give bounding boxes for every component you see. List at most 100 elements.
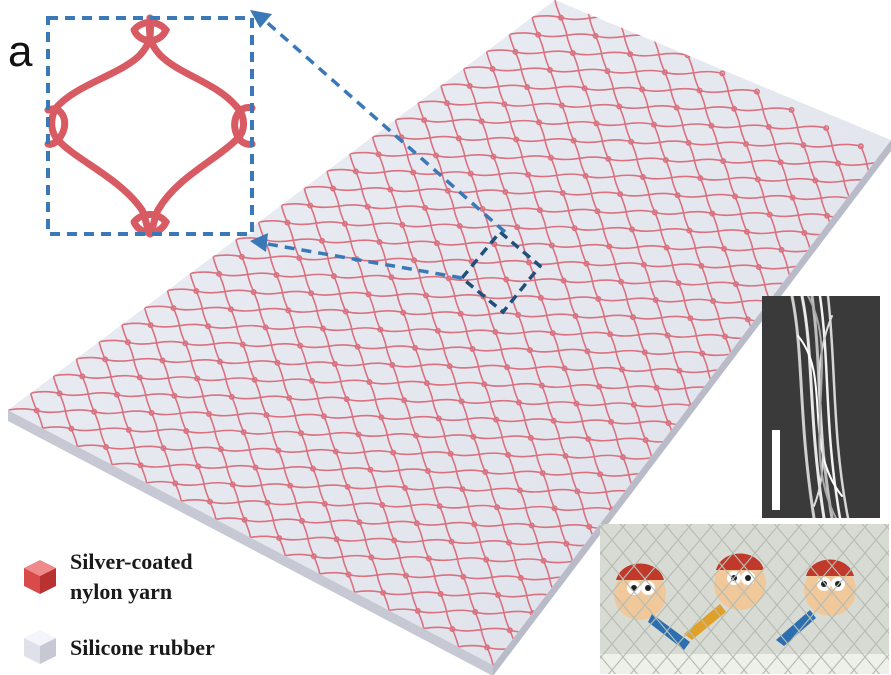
photo-knit-overlay bbox=[600, 524, 889, 674]
knit-loop bbox=[226, 464, 263, 488]
knit-interlock bbox=[711, 473, 718, 480]
legend-yarn-line2: nylon yarn bbox=[70, 579, 173, 604]
knit-loop bbox=[375, 485, 412, 508]
knit-interlock bbox=[790, 282, 797, 289]
white-cube-icon bbox=[24, 630, 56, 664]
knit-interlock bbox=[575, 576, 582, 583]
knit-loop bbox=[739, 124, 776, 147]
knit-interlock bbox=[835, 248, 842, 255]
knit-loop bbox=[627, 385, 664, 408]
knit-loop bbox=[468, 592, 505, 615]
knit-loop bbox=[463, 66, 500, 89]
knit-loop bbox=[556, 173, 593, 196]
knit-loop bbox=[670, 175, 708, 198]
knit-loop bbox=[855, 214, 891, 237]
knit-loop bbox=[487, 224, 525, 247]
knit-interlock bbox=[883, 389, 890, 396]
slab-front-edge bbox=[8, 410, 493, 675]
zoom-arrows bbox=[260, 16, 507, 280]
knit-loop bbox=[384, 257, 421, 280]
knit-loop bbox=[133, 357, 170, 381]
knit-loop bbox=[338, 204, 375, 227]
knit-loop bbox=[877, 197, 891, 220]
knit-loop bbox=[593, 454, 630, 477]
knit-loop bbox=[490, 487, 527, 510]
knit-loop bbox=[708, 456, 745, 480]
knit-loop bbox=[294, 413, 331, 436]
knit-loop bbox=[214, 429, 251, 452]
knit-loop bbox=[362, 362, 400, 385]
sem-fiber-bundle bbox=[762, 296, 880, 518]
cartoon-figure bbox=[614, 563, 690, 650]
knit-loop bbox=[560, 611, 597, 634]
knit-loop bbox=[692, 70, 730, 94]
knit-loop bbox=[832, 231, 869, 254]
knit-interlock bbox=[666, 507, 673, 514]
knit-loop bbox=[879, 372, 891, 395]
knit-loop bbox=[558, 436, 596, 459]
knit-interlock bbox=[823, 125, 830, 132]
knit-loop bbox=[602, 226, 639, 250]
knit-interlock bbox=[684, 52, 691, 59]
knit-interlock bbox=[541, 645, 548, 652]
scale-bar bbox=[772, 430, 780, 510]
knit-loop bbox=[456, 557, 494, 580]
knit-loop bbox=[717, 229, 754, 252]
knit-interlock bbox=[788, 106, 795, 113]
knit-loop bbox=[730, 352, 767, 375]
knit-loop bbox=[577, 68, 615, 91]
arrowhead-lower-icon bbox=[250, 233, 268, 252]
knit-loop bbox=[329, 431, 366, 455]
knit-loop bbox=[201, 306, 238, 329]
knit-interlock bbox=[847, 283, 854, 290]
legend-item-rubber: Silicone rubber bbox=[22, 626, 282, 668]
knit-loop bbox=[567, 208, 605, 231]
inset-yarn-loop bbox=[44, 14, 256, 238]
sem-micrograph bbox=[762, 296, 880, 518]
knit-loop bbox=[179, 411, 216, 434]
knit-loop bbox=[515, 645, 552, 665]
knit-loop bbox=[260, 483, 298, 506]
knit-interlock bbox=[734, 456, 741, 463]
knit-loop bbox=[785, 177, 823, 201]
knit-loop bbox=[269, 255, 307, 278]
knit-interlock bbox=[870, 266, 877, 273]
knit-loop bbox=[431, 311, 468, 334]
knit-interlock bbox=[733, 368, 740, 375]
knit-interlock bbox=[881, 213, 888, 220]
knit-interlock bbox=[615, 15, 622, 22]
knit-loop bbox=[673, 438, 710, 461]
knit-interlock bbox=[654, 472, 661, 479]
knit-loop bbox=[720, 492, 757, 515]
knit-loop bbox=[543, 50, 580, 73]
red-cube-icon bbox=[24, 560, 56, 594]
knit-loop bbox=[624, 122, 661, 145]
legend-item-yarn: Silver-coated nylon yarn bbox=[22, 548, 282, 618]
zoom-inset bbox=[44, 14, 256, 238]
slab-right-edge bbox=[493, 140, 891, 675]
knit-interlock bbox=[722, 421, 729, 428]
knit-interlock bbox=[587, 611, 594, 618]
knit-loop bbox=[537, 628, 575, 652]
zoom-arrow-upper bbox=[260, 16, 507, 234]
knit-loop bbox=[649, 280, 686, 303]
knit-interlock bbox=[719, 70, 726, 77]
knit-loop bbox=[443, 434, 481, 457]
knit-loop bbox=[474, 101, 512, 124]
knit-interlock bbox=[858, 230, 865, 237]
knit-interlock bbox=[745, 404, 752, 411]
knit-loop bbox=[589, 103, 627, 127]
knit-interlock bbox=[753, 88, 760, 95]
knit-loop bbox=[809, 248, 846, 271]
knit-loop bbox=[534, 278, 571, 301]
knit-loop bbox=[512, 382, 549, 406]
knit-interlock bbox=[700, 438, 707, 445]
knit-loop bbox=[636, 157, 673, 180]
knit-loop bbox=[316, 308, 353, 332]
knit-loop bbox=[247, 360, 285, 383]
knit-loop bbox=[422, 538, 459, 562]
knit-loop bbox=[350, 327, 388, 350]
knit-loop bbox=[64, 409, 101, 432]
knit-interlock bbox=[813, 265, 820, 272]
